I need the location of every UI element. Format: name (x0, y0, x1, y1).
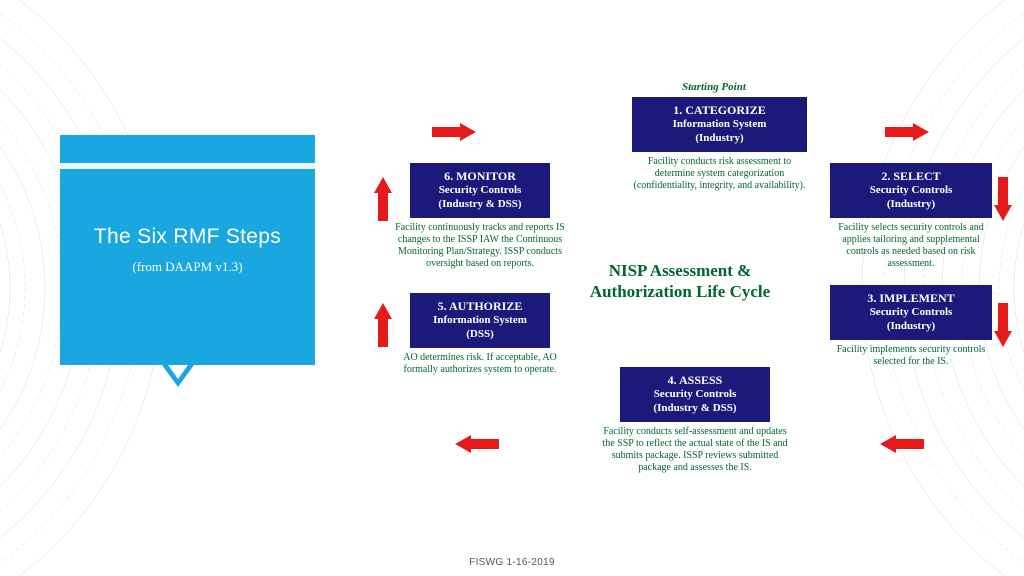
step-desc: Facility continuously tracks and reports… (395, 222, 565, 270)
cycle-center-title: NISP Assessment & Authorization Life Cyc… (570, 260, 790, 303)
arrow-6-to-1 (432, 123, 476, 141)
footer-text: FISWG 1-16-2019 (0, 557, 1024, 568)
step-1-categorize: 1. CATEGORIZE Information System (Indust… (632, 97, 807, 192)
step-desc: Facility conducts risk assessment to det… (632, 156, 807, 192)
title-divider (60, 163, 315, 169)
step-num: 4. ASSESS (624, 373, 766, 388)
step-num: 2. SELECT (834, 169, 988, 184)
rmf-cycle-diagram: Starting Point NISP Assessment & Authori… (360, 85, 1020, 525)
step-desc: Facility selects security controls and a… (830, 222, 992, 270)
step-title: Security Controls (834, 184, 988, 198)
step-desc: AO determines risk. If acceptable, AO fo… (395, 352, 565, 376)
step-num: 3. IMPLEMENT (834, 291, 988, 306)
slide-title: The Six RMF Steps (94, 225, 281, 249)
arrow-1-to-2 (885, 123, 929, 141)
step-who: (DSS) (414, 328, 546, 342)
arrow-2-to-3 (994, 177, 1012, 221)
slide-subtitle: (from DAAPM v1.3) (132, 259, 242, 275)
step-who: (Industry & DSS) (624, 402, 766, 416)
step-desc: Facility conducts self-assessment and up… (600, 426, 790, 474)
step-who: (Industry) (636, 132, 803, 146)
step-num: 1. CATEGORIZE (636, 103, 803, 118)
slide: The Six RMF Steps (from DAAPM v1.3) Star… (0, 0, 1024, 576)
step-title: Information System (636, 118, 803, 132)
step-who: (Industry) (834, 320, 988, 334)
step-num: 6. MONITOR (414, 169, 546, 184)
arrow-3-to-4 (994, 303, 1012, 347)
step-3-implement: 3. IMPLEMENT Security Controls (Industry… (830, 285, 992, 368)
step-2-select: 2. SELECT Security Controls (Industry) F… (830, 163, 992, 270)
step-6-monitor: 6. MONITOR Security Controls (Industry &… (395, 163, 565, 270)
step-desc: Facility implements security controls se… (830, 344, 992, 368)
arrow-4-lead-in (880, 435, 924, 453)
step-who: (Industry & DSS) (414, 198, 546, 212)
arrow-4-to-5 (455, 435, 499, 453)
speech-tail-inner (168, 365, 188, 379)
starting-point-label: Starting Point (682, 81, 746, 93)
step-title: Security Controls (834, 306, 988, 320)
title-card: The Six RMF Steps (from DAAPM v1.3) (60, 135, 315, 365)
step-title: Security Controls (414, 184, 546, 198)
arrow-5-to-6 (374, 303, 392, 347)
step-4-assess: 4. ASSESS Security Controls (Industry & … (600, 367, 790, 474)
step-num: 5. AUTHORIZE (414, 299, 546, 314)
step-title: Information System (414, 314, 546, 328)
arrow-6-up (374, 177, 392, 221)
step-5-authorize: 5. AUTHORIZE Information System (DSS) AO… (395, 293, 565, 376)
step-who: (Industry) (834, 198, 988, 212)
step-title: Security Controls (624, 388, 766, 402)
